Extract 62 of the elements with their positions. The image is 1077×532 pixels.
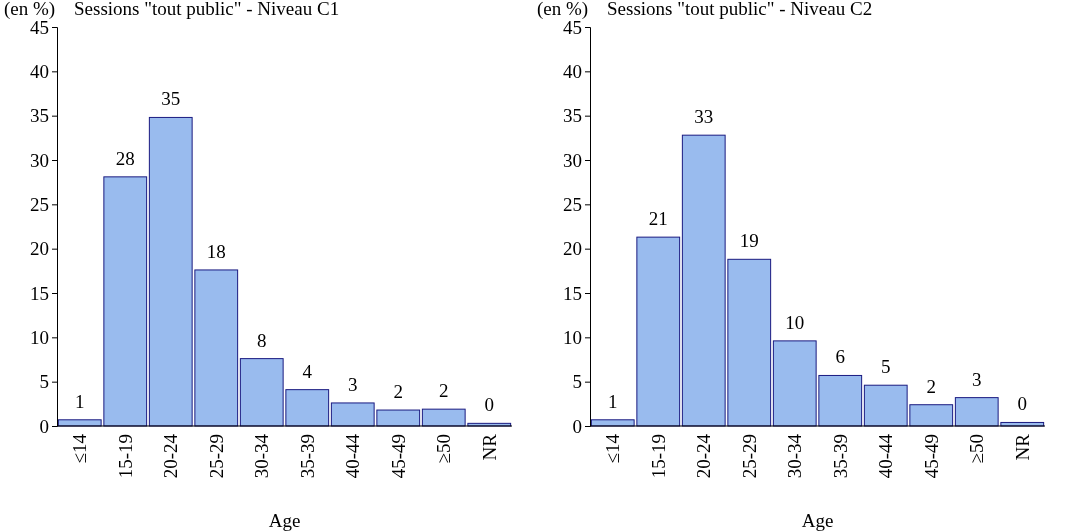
x-tick-label: 15-19 xyxy=(647,434,669,479)
x-tick-label: ≤14 xyxy=(602,433,624,464)
x-tick-label: 35-39 xyxy=(296,434,318,479)
y-tick-label: 35 xyxy=(30,105,49,127)
data-label: 0 xyxy=(484,394,494,416)
y-tick-label: 10 xyxy=(30,326,49,348)
y-tick-label: 15 xyxy=(30,282,49,304)
data-label: 19 xyxy=(739,230,759,252)
y-tick-label: 25 xyxy=(563,193,582,215)
x-tick-label: 35-39 xyxy=(829,434,851,479)
x-tick-label: 30-34 xyxy=(251,433,273,479)
data-label: 28 xyxy=(115,147,135,169)
x-axis-title: Age xyxy=(801,510,834,531)
y-tick-label: 0 xyxy=(39,415,49,437)
y-tick-label: 35 xyxy=(563,105,582,127)
x-tick-label: 25-29 xyxy=(205,434,227,479)
x-tick-label: NR xyxy=(1011,433,1033,461)
chart-title: Sessions "tout public" - Niveau C2 xyxy=(607,0,873,19)
data-label: 2 xyxy=(393,381,403,403)
data-label: 0 xyxy=(1017,393,1027,415)
chart-title: Sessions "tout public" - Niveau C1 xyxy=(74,0,340,19)
data-label: 18 xyxy=(206,240,226,262)
data-label: 3 xyxy=(972,368,982,390)
x-tick-label: 25-29 xyxy=(738,434,760,479)
y-tick-label: 5 xyxy=(572,371,582,393)
data-label: 8 xyxy=(257,329,267,351)
x-tick-label: ≥50 xyxy=(433,434,455,464)
x-tick-label: 30-34 xyxy=(784,433,806,479)
x-tick-label: 40-44 xyxy=(875,433,897,479)
x-tick-label: 20-24 xyxy=(160,433,182,479)
data-label: 1 xyxy=(608,390,618,412)
data-label: 21 xyxy=(648,208,668,230)
data-label: 5 xyxy=(881,356,891,378)
x-tick-label: 45-49 xyxy=(387,434,409,479)
data-label: 3 xyxy=(348,373,358,395)
data-label: 1 xyxy=(75,390,85,412)
y-tick-label: 5 xyxy=(39,371,49,393)
data-label: 33 xyxy=(694,106,714,128)
x-tick-label: 20-24 xyxy=(693,433,715,479)
y-tick-label: 0 xyxy=(572,415,582,437)
data-label: 10 xyxy=(785,311,805,333)
y-tick-label: 30 xyxy=(563,149,582,171)
x-tick-label: 15-19 xyxy=(114,434,136,479)
data-label: 4 xyxy=(302,360,313,382)
x-axis-title: Age xyxy=(268,510,301,531)
y-tick-label: 20 xyxy=(563,238,582,260)
x-tick-label: NR xyxy=(478,433,500,461)
y-tick-label: 15 xyxy=(563,282,582,304)
y-tick-label: 40 xyxy=(563,60,582,82)
y-tick-label: 10 xyxy=(563,326,582,348)
x-tick-label: ≤14 xyxy=(69,433,91,464)
data-label: 35 xyxy=(161,88,181,110)
data-label: 2 xyxy=(439,380,449,402)
x-tick-label: 45-49 xyxy=(920,434,942,479)
y-tick-label: 20 xyxy=(30,238,49,260)
data-label: 2 xyxy=(926,375,936,397)
data-label: 6 xyxy=(835,346,845,368)
x-tick-label: 40-44 xyxy=(342,433,364,479)
y-tick-label: 25 xyxy=(30,193,49,215)
x-tick-label: ≥50 xyxy=(966,434,988,464)
y-tick-label: 40 xyxy=(30,60,49,82)
y-tick-label: 30 xyxy=(30,149,49,171)
